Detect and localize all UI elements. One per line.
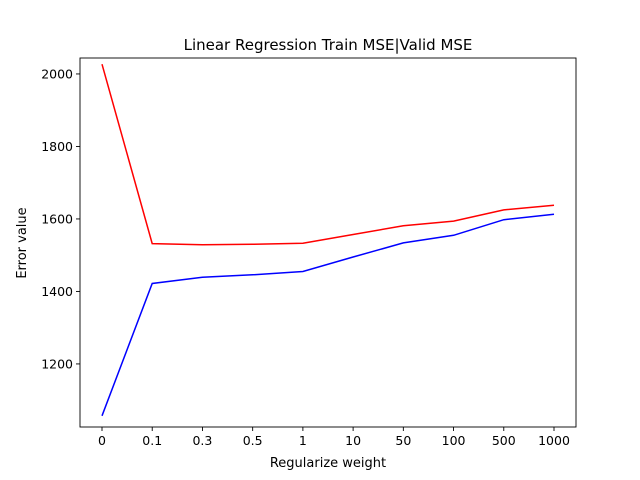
x-tick-label: 1 — [299, 433, 307, 448]
x-tick-label: 1000 — [538, 433, 570, 448]
chart-title: Linear Regression Train MSE|Valid MSE — [184, 36, 473, 54]
y-axis-label: Error value — [15, 207, 30, 278]
x-tick-label: 10 — [345, 433, 361, 448]
x-tick-label: 0.1 — [142, 433, 162, 448]
plot-frame — [79, 57, 577, 428]
series-line-1 — [101, 63, 555, 246]
x-tick-label: 0.5 — [243, 433, 263, 448]
y-tick-label: 1400 — [41, 284, 73, 299]
y-tick-label: 2000 — [41, 66, 73, 81]
plot-area: 0 0.1 0.3 0.5 1 10 50 100 500 1000 1200 1400 1600 180… — [41, 57, 577, 448]
x-tick-label: 0 — [98, 433, 106, 448]
x-tick-label: 500 — [492, 433, 516, 448]
x-axis-label: Regularize weight — [270, 456, 386, 471]
y-tick-label: 1600 — [41, 211, 73, 226]
series-line-2 — [101, 213, 555, 417]
y-tick-label: 1200 — [41, 356, 73, 371]
x-tick-label: 100 — [442, 433, 466, 448]
y-tick-label: 1800 — [41, 139, 73, 154]
x-tick-label: 0.3 — [192, 433, 212, 448]
x-tick-label: 50 — [395, 433, 411, 448]
